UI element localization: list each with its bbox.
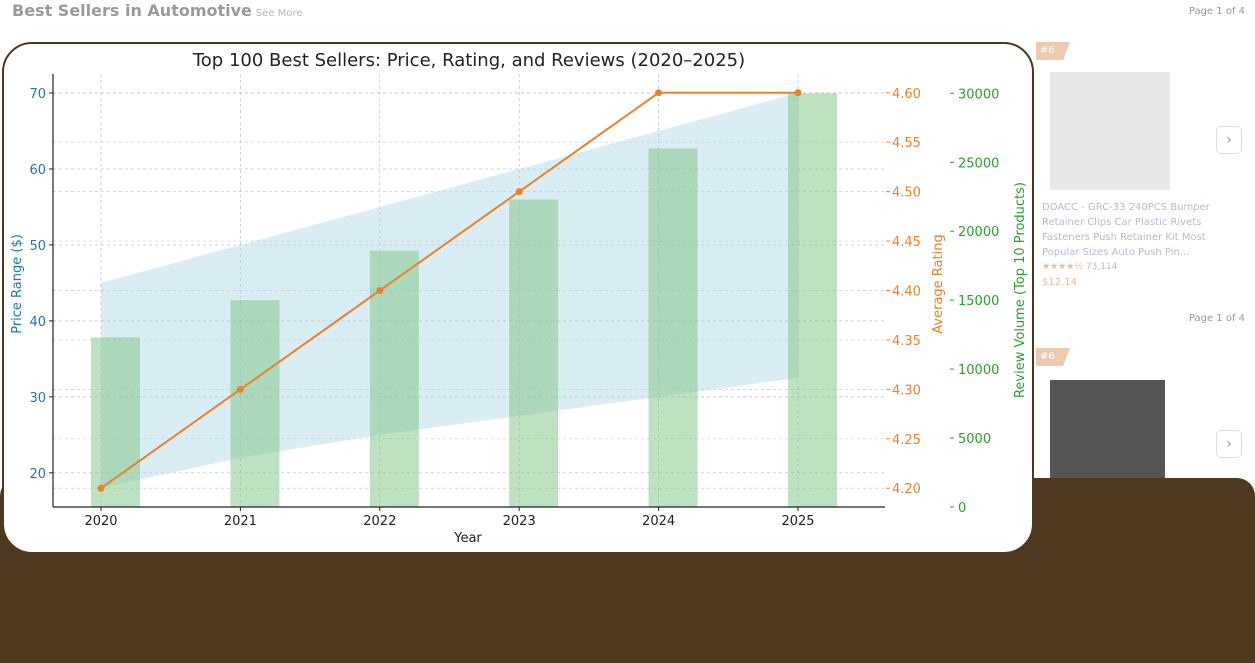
rating-point-2021: [236, 385, 244, 393]
x-tick-label: 2021: [224, 514, 257, 529]
review-bar-2023: [509, 199, 559, 508]
reviews-axis-label: Review Volume (Top 10 Products): [1013, 182, 1028, 398]
review-bar-2024: [648, 148, 698, 507]
product-image[interactable]: [1050, 380, 1165, 478]
x-axis-label: Year: [453, 531, 482, 546]
reviews-tick-label: 25000: [958, 156, 999, 171]
page-indicator: Page 1 of 4: [1188, 313, 1245, 324]
chevron-right-icon[interactable]: ›: [1216, 126, 1242, 154]
rating-tick-label: 4.50: [892, 186, 921, 201]
rating-point-2022: [376, 287, 384, 294]
chart-title: Top 100 Best Sellers: Price, Rating, and…: [192, 50, 745, 71]
reviews-tick-label: 30000: [958, 87, 999, 102]
price-tick-label: 60: [29, 163, 46, 178]
rating-axis-label: Average Rating: [931, 234, 946, 333]
rating-tick-label: 4.20: [892, 482, 921, 497]
x-tick-label: 2020: [84, 514, 117, 529]
product-price: $12.14: [1042, 277, 1077, 288]
x-tick-label: 2025: [781, 514, 814, 529]
price-tick-label: 40: [29, 315, 46, 330]
rating-point-2025: [794, 89, 802, 97]
rating-tick-label: 4.60: [892, 87, 921, 102]
page-indicator: Page 1 of 4: [1188, 6, 1245, 17]
rating-point-2024: [655, 89, 663, 97]
review-bar-2025: [788, 93, 837, 508]
product-title[interactable]: DOACC - GRC-33 240PCS Bumper Retainer Cl…: [1042, 202, 1210, 258]
x-tick-label: 2022: [363, 514, 396, 529]
rating-point-2023: [515, 188, 523, 196]
star-rating: ★★★★½: [1042, 262, 1083, 272]
rating-tick-label: 4.45: [892, 235, 921, 250]
rating-tick-label: 4.35: [892, 334, 921, 349]
review-count: 73,114: [1085, 262, 1118, 272]
rank-badge: #6: [1036, 348, 1070, 366]
chart-card: 2020 2021 2022 2023 2024 2025 20 30 40 50 60 70 4.20…: [2, 42, 1034, 554]
reviews-tick-label: 5000: [958, 432, 991, 447]
x-tick-label: 2023: [503, 514, 536, 529]
rating-line: [100, 91, 798, 490]
rating-tick-label: 4.40: [892, 285, 921, 300]
chart: 2020 2021 2022 2023 2024 2025 20 30 40 50 60 70 4.20…: [10, 50, 1028, 546]
chevron-right-icon[interactable]: ›: [1216, 430, 1242, 458]
rating-tick-label: 4.25: [892, 433, 921, 448]
product-image[interactable]: [1050, 72, 1170, 190]
product-card[interactable]: DOACC - GRC-33 240PCS Bumper Retainer Cl…: [1042, 200, 1240, 290]
review-bar-2021: [230, 300, 280, 507]
x-tick-label: 2024: [642, 514, 675, 529]
reviews-tick-label: 15000: [958, 294, 999, 309]
price-tick-label: 20: [29, 467, 46, 482]
rating-point-2020: [97, 484, 105, 492]
price-tick-label: 70: [29, 87, 46, 102]
price-tick-label: 30: [29, 391, 46, 406]
see-more-link[interactable]: See More: [255, 8, 303, 19]
rating-tick-label: 4.55: [892, 136, 921, 151]
reviews-tick-label: 0: [958, 501, 966, 516]
price-tick-label: 50: [29, 239, 46, 254]
section-title: Best Sellers in Automotive See More: [12, 1, 303, 20]
review-bar-2020: [91, 337, 140, 507]
reviews-tick-label: 10000: [958, 363, 999, 378]
rating-tick-label: 4.30: [892, 383, 921, 398]
reviews-tick-label: 20000: [958, 225, 999, 240]
rank-badge: #6: [1036, 42, 1070, 60]
price-axis-label: Price Range ($): [10, 234, 25, 334]
